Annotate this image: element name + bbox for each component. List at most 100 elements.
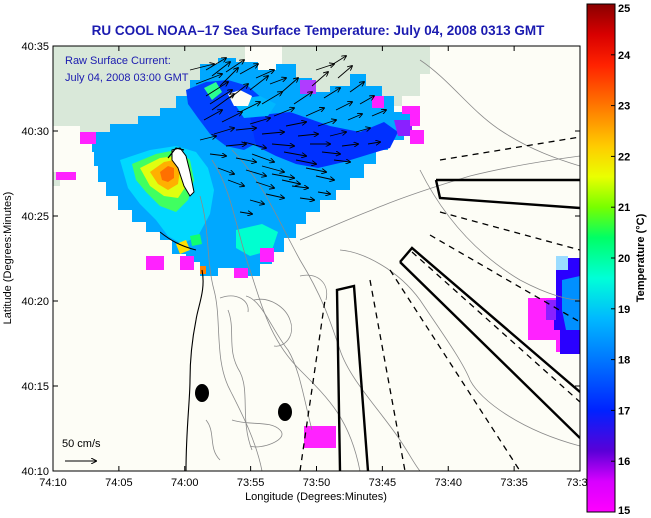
current-vector-arrow <box>209 90 232 105</box>
current-vector-arrow <box>283 151 306 156</box>
y-tick-label: 40:25 <box>21 211 49 223</box>
x-tick-label: 74:05 <box>105 477 133 489</box>
colorbar-tick-label: 19 <box>618 304 630 316</box>
current-vector-arrow <box>225 144 246 146</box>
current-vector-arrow <box>217 167 234 174</box>
x-tick-label: 73:55 <box>237 477 265 489</box>
current-vector-arrow <box>205 82 228 97</box>
colorbar-label: Temperature (°C) <box>635 213 647 302</box>
current-vector-arrow <box>209 154 226 156</box>
colorbar-tick-label: 22 <box>618 151 630 163</box>
colorbar: 25 24 23 22 21 20 19 18 17 16 15 Temperature (°C) <box>586 3 647 517</box>
shipping-lanes-solid <box>335 178 580 471</box>
current-vector-arrow <box>203 110 222 121</box>
current-vector-arrow <box>249 118 270 125</box>
current-vector-arrow <box>321 152 340 154</box>
current-vector-arrow <box>221 112 242 123</box>
colorbar-tick-label: 18 <box>618 355 630 367</box>
current-vector-arrow <box>213 128 234 135</box>
current-vector-arrow <box>255 70 274 79</box>
x-tick-label: 74:00 <box>171 477 199 489</box>
current-vector-arrow <box>199 136 216 141</box>
sst-east-patch <box>528 256 580 354</box>
current-vector-arrow <box>249 76 268 91</box>
current-vector-arrow <box>235 128 256 130</box>
current-vector-arrow <box>347 114 362 121</box>
current-vector-arrow <box>297 134 318 136</box>
current-vector-arrow <box>261 132 284 134</box>
current-vector-arrow <box>211 62 230 77</box>
colorbar-tick-label: 21 <box>618 202 630 214</box>
current-vector-arrow <box>239 102 260 113</box>
y-tick-label: 40:35 <box>21 41 49 53</box>
figure-title: RU COOL NOAA–17 Sea Surface Temperature:… <box>92 23 545 38</box>
current-vector-arrow <box>239 212 252 214</box>
current-vector-arrow <box>195 74 222 85</box>
current-vector-arrow <box>269 78 286 85</box>
radar-site-marker <box>195 384 209 402</box>
x-tick-label: 73:50 <box>303 477 331 489</box>
current-vector-arrow <box>355 128 370 133</box>
x-axis-label: Longitude (Degrees:Minutes) <box>245 491 387 503</box>
current-vector-arrow <box>295 159 316 164</box>
current-vector-arrow <box>329 56 346 67</box>
y-axis-label: Latitude (Degrees:Minutes) <box>2 192 14 325</box>
current-note-line1: Raw Surface Current: <box>65 55 171 67</box>
current-vectors <box>189 56 386 214</box>
current-vector-arrow <box>245 169 266 176</box>
current-vector-arrow <box>367 142 380 144</box>
current-vector-arrow <box>359 96 374 105</box>
current-vector-arrow <box>261 92 282 105</box>
current-note-line2: July 04, 2008 03:00 GMT <box>65 72 189 84</box>
y-tick-label: 40:10 <box>21 466 49 478</box>
scale-label: 50 cm/s <box>62 438 101 450</box>
x-tick-label: 73:35 <box>500 477 528 489</box>
sandy-hook-land <box>171 147 195 197</box>
current-vector-arrow <box>271 173 294 178</box>
current-vector-arrow <box>255 181 274 188</box>
current-vector-arrow <box>305 108 324 117</box>
current-vector-arrow <box>261 165 284 172</box>
map-panel: Raw Surface Current: July 04, 2008 03:00… <box>53 46 580 471</box>
colorbar-ticks: 25 24 23 22 21 20 19 18 17 16 15 <box>611 3 631 517</box>
y-tick-label: 40:30 <box>21 126 49 138</box>
current-vector-arrow <box>305 167 326 172</box>
current-vector-arrow <box>229 84 248 99</box>
current-vector-arrow <box>335 102 352 111</box>
current-vector-arrow <box>225 60 244 73</box>
colorbar-tick-label: 23 <box>618 101 630 113</box>
colorbar-tick-label: 25 <box>618 3 630 15</box>
colorbar-tick-label: 16 <box>618 456 630 468</box>
sst-patch <box>56 58 424 448</box>
current-vector-arrow <box>293 92 312 105</box>
current-vector-arrow <box>329 132 346 137</box>
current-vector-arrow <box>291 186 308 188</box>
current-vector-arrow <box>189 64 214 71</box>
radar-site-marker <box>278 403 292 421</box>
y-axis-ticks: 40:35 40:30 40:25 40:20 40:15 40:10 <box>21 41 580 478</box>
x-axis-ticks: 74:10 74:05 74:00 73:55 73:50 73:45 73:40 73:35… <box>39 46 594 489</box>
current-vector-arrow <box>243 141 266 148</box>
x-tick-label: 74:10 <box>39 477 67 489</box>
current-vector-arrow <box>299 198 314 200</box>
coastline <box>185 269 204 471</box>
current-vector-arrow <box>311 72 328 87</box>
current-vector-arrow <box>337 66 352 79</box>
y-tick-label: 40:20 <box>21 296 49 308</box>
current-vector-arrow <box>281 78 298 93</box>
current-vector-arrow <box>333 160 350 162</box>
current-vector-arrow <box>323 88 340 99</box>
current-vector-arrow <box>235 157 256 162</box>
shipping-lanes-dashed <box>299 136 580 471</box>
current-vector-arrow <box>265 193 284 198</box>
current-vector-arrow <box>251 153 274 162</box>
current-vector-arrow <box>317 120 336 127</box>
current-vector-arrow <box>271 144 294 146</box>
x-tick-label: 73:45 <box>369 477 397 489</box>
current-vector-arrow <box>227 179 244 186</box>
current-vector-arrow <box>315 175 334 180</box>
colorbar-tick-label: 24 <box>618 50 631 62</box>
current-vector-arrow <box>317 192 330 194</box>
current-vector-arrow <box>285 122 306 127</box>
